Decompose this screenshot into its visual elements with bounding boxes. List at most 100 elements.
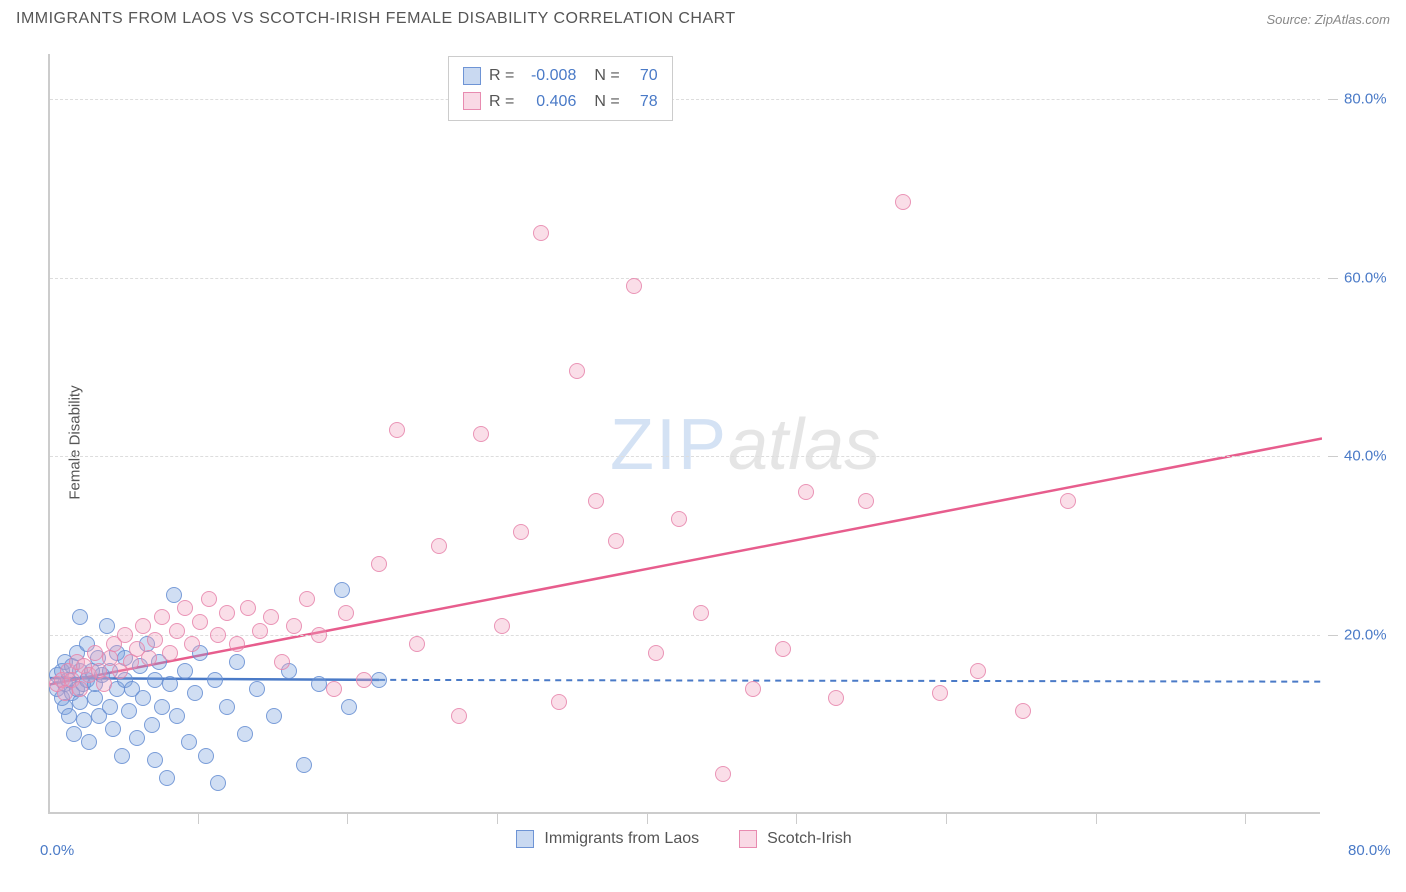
y-tick-label: 20.0% — [1344, 627, 1387, 644]
series-legend: Immigrants from Laos Scotch-Irish — [48, 830, 1320, 848]
scatter-point-blue — [114, 748, 130, 764]
legend-n-label: N = — [594, 63, 619, 89]
y-tick-label: 40.0% — [1344, 448, 1387, 465]
scatter-point-pink — [693, 605, 709, 621]
y-tick-label: 80.0% — [1344, 90, 1387, 107]
scatter-point-pink — [147, 632, 163, 648]
scatter-point-pink — [177, 600, 193, 616]
scatter-point-pink — [184, 636, 200, 652]
scatter-point-blue — [159, 770, 175, 786]
watermark-part1: ZIP — [610, 405, 728, 485]
legend-swatch-pink — [463, 92, 481, 110]
legend-swatch-pink — [739, 830, 757, 848]
scatter-point-blue — [61, 708, 77, 724]
scatter-point-pink — [210, 627, 226, 643]
scatter-point-pink — [551, 694, 567, 710]
plot-container: Female Disability ZIPatlas R =-0.008N =7… — [48, 54, 1388, 814]
scatter-point-pink — [451, 708, 467, 724]
chart-title: IMMIGRANTS FROM LAOS VS SCOTCH-IRISH FEM… — [16, 10, 736, 28]
scatter-point-pink — [775, 641, 791, 657]
scatter-point-blue — [147, 672, 163, 688]
scatter-point-pink — [970, 663, 986, 679]
scatter-point-pink — [671, 511, 687, 527]
scatter-point-blue — [169, 708, 185, 724]
scatter-point-blue — [249, 681, 265, 697]
legend-r-value: 0.406 — [522, 89, 576, 115]
scatter-point-pink — [219, 605, 235, 621]
x-tick — [946, 814, 947, 824]
y-tick-label: 60.0% — [1344, 269, 1387, 286]
scatter-point-pink — [745, 681, 761, 697]
y-tick — [1328, 99, 1338, 100]
scatter-point-blue — [198, 748, 214, 764]
scatter-point-blue — [72, 609, 88, 625]
scatter-point-pink — [648, 645, 664, 661]
scatter-point-pink — [252, 623, 268, 639]
scatter-point-blue — [66, 726, 82, 742]
legend-r-label: R = — [489, 63, 514, 89]
x-axis-max-label: 80.0% — [1348, 842, 1391, 859]
watermark-part2: atlas — [728, 405, 880, 485]
scatter-point-pink — [828, 690, 844, 706]
scatter-point-blue — [341, 699, 357, 715]
scatter-point-pink — [389, 422, 405, 438]
scatter-point-pink — [858, 493, 874, 509]
scatter-point-blue — [99, 618, 115, 634]
series-legend-item-pink: Scotch-Irish — [739, 830, 851, 848]
plot-area: ZIPatlas — [48, 54, 1320, 814]
series-legend-item-blue: Immigrants from Laos — [516, 830, 699, 848]
scatter-point-pink — [169, 623, 185, 639]
scatter-point-pink — [1060, 493, 1076, 509]
scatter-point-pink — [371, 556, 387, 572]
scatter-point-pink — [240, 600, 256, 616]
scatter-point-pink — [356, 672, 372, 688]
scatter-point-blue — [135, 690, 151, 706]
legend-r-label: R = — [489, 89, 514, 115]
scatter-point-blue — [371, 672, 387, 688]
scatter-point-pink — [135, 618, 151, 634]
scatter-point-pink — [229, 636, 245, 652]
series-legend-label: Immigrants from Laos — [544, 830, 699, 848]
y-tick — [1328, 635, 1338, 636]
legend-row-pink: R =0.406N =78 — [463, 89, 658, 115]
scatter-point-pink — [72, 681, 88, 697]
scatter-point-pink — [338, 605, 354, 621]
series-legend-label: Scotch-Irish — [767, 830, 851, 848]
scatter-point-pink — [798, 484, 814, 500]
legend-swatch-blue — [516, 830, 534, 848]
legend-n-label: N = — [594, 89, 619, 115]
scatter-point-blue — [121, 703, 137, 719]
scatter-point-pink — [274, 654, 290, 670]
scatter-point-blue — [207, 672, 223, 688]
scatter-point-pink — [326, 681, 342, 697]
x-tick — [1096, 814, 1097, 824]
legend-r-value: -0.008 — [522, 63, 576, 89]
scatter-point-pink — [569, 363, 585, 379]
scatter-point-pink — [715, 766, 731, 782]
x-tick — [497, 814, 498, 824]
scatter-point-blue — [147, 752, 163, 768]
scatter-point-pink — [299, 591, 315, 607]
x-tick — [198, 814, 199, 824]
scatter-point-blue — [181, 734, 197, 750]
scatter-point-blue — [129, 730, 145, 746]
scatter-point-pink — [286, 618, 302, 634]
scatter-point-pink — [162, 645, 178, 661]
scatter-point-blue — [237, 726, 253, 742]
scatter-point-pink — [895, 194, 911, 210]
scatter-point-blue — [105, 721, 121, 737]
scatter-point-pink — [533, 225, 549, 241]
scatter-point-pink — [1015, 703, 1031, 719]
scatter-point-pink — [473, 426, 489, 442]
scatter-point-pink — [141, 650, 157, 666]
x-tick — [1245, 814, 1246, 824]
legend-n-value: 70 — [628, 63, 658, 89]
x-tick — [647, 814, 648, 824]
scatter-point-pink — [431, 538, 447, 554]
scatter-point-blue — [177, 663, 193, 679]
scatter-point-pink — [96, 676, 112, 692]
source-attribution: Source: ZipAtlas.com — [1266, 12, 1390, 27]
scatter-point-blue — [187, 685, 203, 701]
y-tick — [1328, 456, 1338, 457]
scatter-point-blue — [162, 676, 178, 692]
